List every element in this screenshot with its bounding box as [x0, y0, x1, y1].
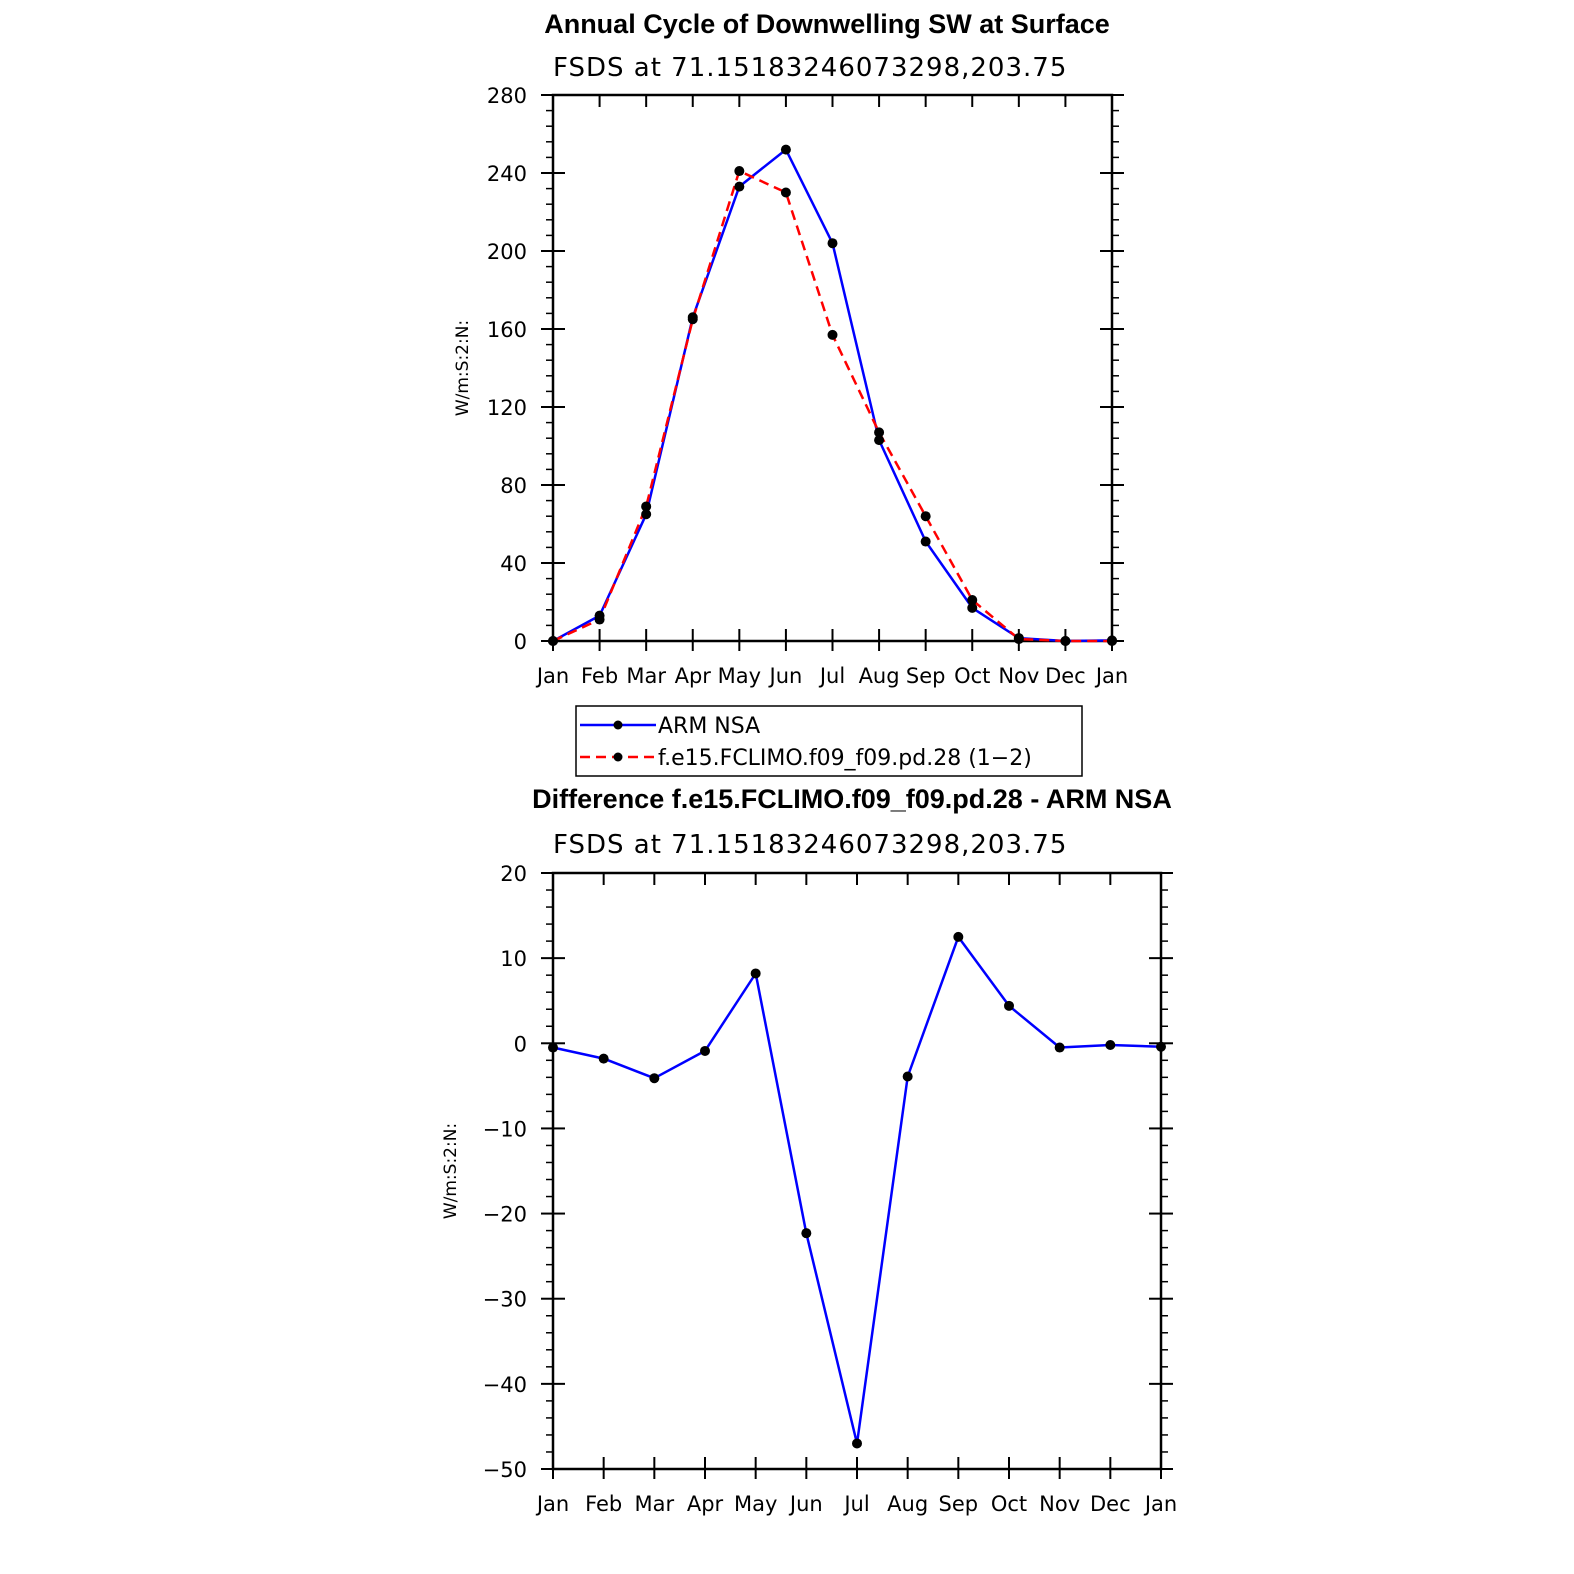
legend-marker-model: [613, 752, 623, 762]
y-tick-label: 20: [500, 862, 527, 886]
x-tick-label: May: [718, 664, 761, 688]
data-point: [548, 1042, 558, 1053]
data-point: [874, 435, 885, 446]
y-tick-label: −40: [483, 1373, 527, 1397]
x-tick-label: Sep: [939, 1492, 979, 1516]
x-tick-label: Nov: [1039, 1492, 1080, 1516]
legend: ARM NSA f.e15.FCLIMO.f09_f09.pd.28 (1−2): [575, 705, 1083, 777]
data-point: [750, 968, 761, 979]
data-point: [827, 329, 838, 340]
data-point: [548, 636, 558, 646]
y-tick-label: 160: [487, 318, 527, 342]
data-point: [920, 536, 931, 547]
y-tick-label: 80: [500, 474, 527, 498]
chart-title: Annual Cycle of Downwelling SW at Surfac…: [544, 9, 1110, 39]
x-tick-label: Jul: [818, 664, 845, 688]
y-tick-label: 0: [514, 1032, 527, 1056]
data-point: [1060, 636, 1071, 646]
x-tick-label: Oct: [954, 664, 990, 688]
data-point: [1054, 1042, 1065, 1053]
plot-frame: [551, 871, 1163, 1471]
data-point: [687, 314, 698, 325]
y-tick-label: 40: [500, 552, 527, 576]
x-tick-label: Aug: [859, 664, 900, 688]
chart-title: Difference f.e15.FCLIMO.f09_f09.pd.28 - …: [532, 784, 1172, 814]
annual-cycle-chart: Annual Cycle of Downwelling SW at Surfac…: [453, 9, 1128, 777]
data-point: [780, 187, 791, 198]
difference-chart: Difference f.e15.FCLIMO.f09_f09.pd.28 - …: [441, 784, 1177, 1516]
data-point: [967, 595, 978, 606]
x-tick-label: Apr: [675, 664, 712, 688]
y-tick-label: 240: [487, 162, 527, 186]
x-tick-label: Feb: [585, 1492, 622, 1516]
data-point: [874, 427, 885, 438]
legend-label-model: f.e15.FCLIMO.f09_f09.pd.28 (1−2): [658, 746, 1032, 771]
data-point: [594, 614, 605, 625]
y-tick-label: 280: [487, 84, 527, 108]
x-tick-label: Jan: [535, 664, 569, 688]
x-tick-label: Dec: [1045, 664, 1086, 688]
data-point: [649, 1073, 660, 1084]
x-tick-label: Jun: [788, 1492, 823, 1516]
x-tick-label: Apr: [687, 1492, 724, 1516]
x-tick-label: Mar: [626, 664, 666, 688]
y-tick-label: 200: [487, 240, 527, 264]
x-tick-label: May: [734, 1492, 777, 1516]
data-point: [953, 931, 964, 942]
data-point: [780, 144, 791, 155]
data-point: [920, 511, 931, 522]
data-point: [1156, 1041, 1166, 1052]
data-point: [801, 1228, 812, 1239]
y-tick-label: 0: [514, 630, 527, 654]
x-tick-label: Sep: [906, 664, 946, 688]
series-line-1: [552, 148, 1113, 643]
data-point: [1107, 636, 1117, 646]
data-point: [827, 238, 838, 249]
y-tick-label: 120: [487, 396, 527, 420]
x-tick-label: Jul: [842, 1492, 869, 1516]
chart-subtitle: FSDS at 71.15183246073298,203.75: [553, 53, 1067, 83]
x-tick-label: Jun: [768, 664, 803, 688]
data-point: [1105, 1039, 1116, 1050]
x-tick-label: Oct: [991, 1492, 1027, 1516]
x-tick-label: Jan: [1094, 664, 1128, 688]
data-point: [967, 602, 978, 613]
data-point: [598, 1053, 609, 1064]
data-point: [641, 509, 652, 520]
data-point: [902, 1071, 913, 1082]
legend-marker-arm: [613, 720, 623, 730]
y-axis-label: W/m:S:2:N:: [441, 1123, 461, 1219]
data-point: [734, 181, 745, 192]
legend-label-arm: ARM NSA: [658, 714, 760, 739]
x-tick-label: Jan: [1143, 1492, 1177, 1516]
x-tick-label: Feb: [581, 664, 618, 688]
y-tick-label: 10: [500, 947, 527, 971]
y-tick-label: −30: [483, 1288, 527, 1312]
data-point: [700, 1045, 710, 1056]
data-point: [1004, 1000, 1014, 1011]
y-tick-label: −50: [483, 1458, 527, 1482]
chart-subtitle: FSDS at 71.15183246073298,203.75: [553, 830, 1067, 860]
x-tick-label: Jan: [535, 1492, 569, 1516]
legend-box: [575, 705, 1083, 777]
plot-frame: [551, 93, 1114, 643]
x-tick-label: Mar: [635, 1492, 675, 1516]
y-tick-label: −10: [483, 1117, 527, 1141]
x-tick-label: Nov: [998, 664, 1039, 688]
data-point: [852, 1438, 862, 1449]
y-tick-label: −20: [483, 1203, 527, 1227]
series-line-1: [552, 935, 1162, 1445]
x-tick-label: Dec: [1090, 1492, 1131, 1516]
x-tick-label: Aug: [887, 1492, 928, 1516]
data-point: [641, 501, 652, 512]
data-point: [734, 166, 745, 177]
data-point: [1013, 634, 1024, 645]
y-axis-label: W/m:S:2:N:: [453, 320, 473, 416]
